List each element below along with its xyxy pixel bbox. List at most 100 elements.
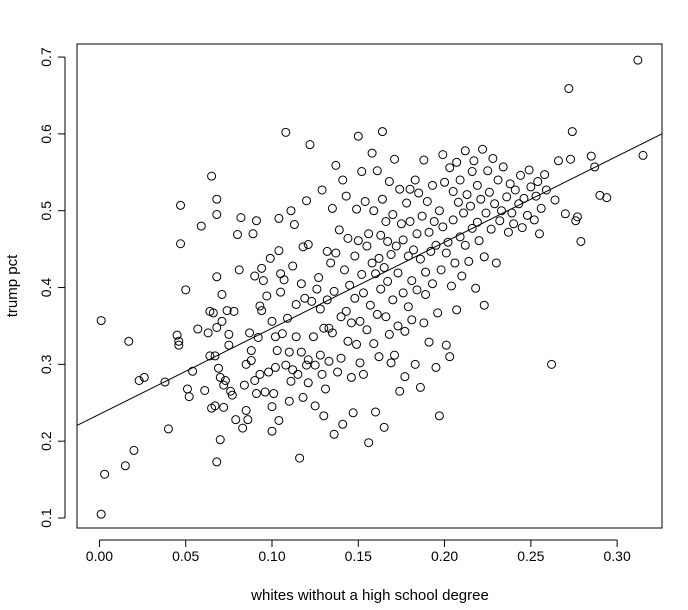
data-point — [391, 241, 401, 251]
data-point — [291, 299, 301, 309]
data-point — [457, 271, 467, 281]
data-point — [479, 252, 489, 262]
data-point — [388, 210, 398, 220]
data-point — [536, 203, 546, 213]
data-point — [510, 185, 520, 195]
data-point — [176, 239, 186, 249]
data-point — [214, 363, 223, 373]
data-point — [310, 401, 320, 411]
data-point — [384, 177, 394, 187]
data-point — [576, 236, 586, 246]
data-point — [431, 362, 441, 372]
data-point — [452, 305, 462, 315]
regression-line — [76, 133, 663, 426]
data-point — [262, 291, 272, 301]
data-point — [395, 386, 405, 396]
data-point — [343, 233, 353, 243]
data-point — [529, 215, 539, 225]
data-point — [455, 175, 465, 185]
data-point — [307, 296, 317, 306]
data-point — [398, 288, 408, 298]
data-point — [234, 265, 244, 275]
data-point — [219, 380, 229, 390]
data-point — [210, 401, 220, 411]
data-point — [277, 329, 287, 339]
data-point — [505, 179, 515, 189]
data-point — [367, 258, 377, 268]
data-point — [357, 269, 367, 279]
data-point — [129, 445, 139, 455]
data-point — [96, 316, 106, 326]
data-point — [564, 84, 574, 94]
data-point — [369, 206, 379, 216]
x-tick-label: 0.05 — [172, 548, 199, 564]
data-point — [355, 358, 365, 368]
data-point — [212, 272, 222, 282]
data-point — [383, 236, 393, 246]
data-point — [371, 407, 381, 417]
data-point — [379, 422, 389, 432]
data-point — [376, 284, 386, 294]
data-point — [400, 372, 410, 382]
data-point — [407, 315, 417, 325]
data-point — [317, 369, 327, 379]
data-point — [386, 358, 396, 368]
data-point — [336, 312, 346, 322]
data-point — [374, 352, 384, 362]
data-point — [395, 184, 405, 194]
data-point — [488, 153, 498, 163]
data-point — [436, 265, 446, 275]
data-point — [174, 340, 184, 350]
data-point — [260, 387, 270, 397]
data-point — [193, 324, 203, 334]
data-point — [450, 258, 460, 268]
data-point — [502, 192, 512, 202]
data-point — [472, 180, 482, 190]
data-point — [231, 415, 241, 425]
data-point — [295, 453, 305, 463]
data-point — [302, 196, 312, 206]
data-point — [324, 323, 334, 333]
data-point — [319, 323, 329, 333]
data-point — [291, 332, 301, 342]
data-point — [200, 385, 210, 395]
y-tick-label: 0.2 — [38, 431, 54, 451]
data-point — [346, 372, 356, 382]
data-point — [429, 216, 439, 226]
data-point — [419, 155, 429, 165]
data-point — [459, 208, 469, 218]
data-point — [326, 258, 336, 268]
data-point — [346, 318, 356, 328]
data-point — [517, 223, 527, 233]
data-point — [327, 328, 337, 338]
data-point — [251, 216, 261, 226]
data-point — [434, 411, 444, 421]
data-point — [353, 131, 363, 141]
data-point — [276, 287, 286, 297]
data-point — [409, 245, 418, 255]
data-point — [279, 275, 289, 285]
data-point — [360, 196, 370, 206]
y-tick-label: 0.5 — [38, 201, 54, 221]
data-point — [248, 229, 258, 239]
data-point — [531, 191, 541, 201]
data-point — [358, 288, 368, 298]
data-point — [471, 283, 481, 293]
data-point — [550, 195, 560, 205]
data-point — [203, 328, 213, 338]
data-point — [196, 221, 206, 231]
data-point — [257, 306, 267, 316]
plot-area — [76, 55, 663, 519]
data-point — [329, 429, 339, 439]
data-point — [227, 390, 237, 400]
data-point — [184, 392, 194, 402]
data-point — [124, 336, 134, 346]
data-point — [181, 285, 191, 295]
data-point — [232, 230, 242, 240]
data-point — [296, 347, 306, 357]
data-point — [246, 356, 256, 366]
data-point — [491, 258, 501, 268]
data-point — [269, 389, 279, 399]
data-point — [390, 154, 400, 164]
